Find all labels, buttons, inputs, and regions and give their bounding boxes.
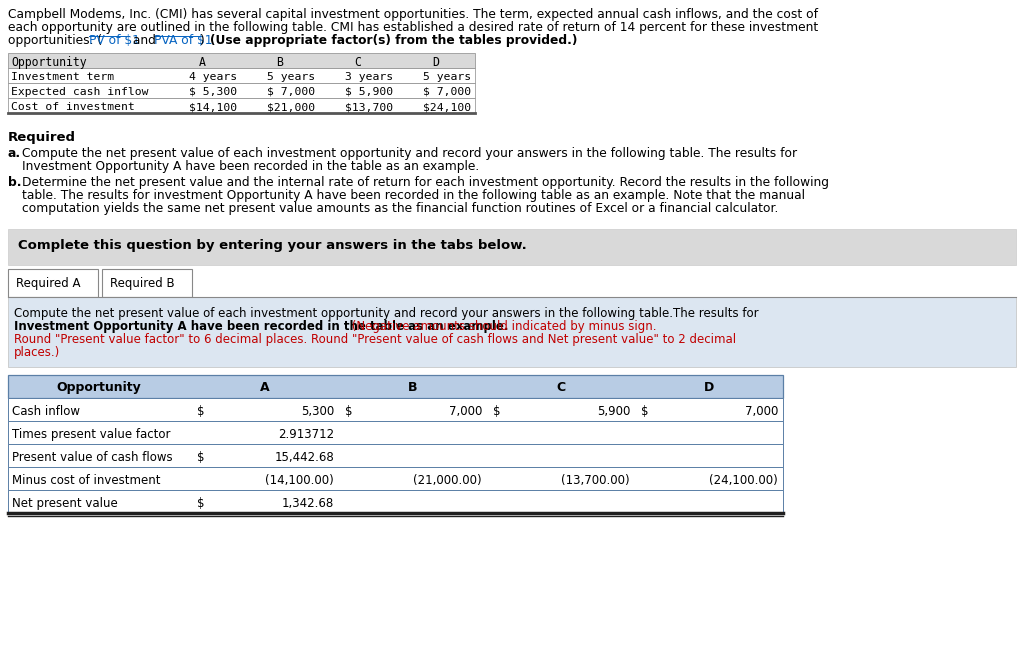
Text: ): ) — [200, 34, 209, 47]
Text: (Use appropriate factor(s) from the tables provided.): (Use appropriate factor(s) from the tabl… — [210, 34, 578, 47]
Text: Round "Present value factor" to 6 decimal places. Round "Present value of cash f: Round "Present value factor" to 6 decima… — [14, 333, 736, 346]
Bar — [102, 269, 193, 297]
Text: b.: b. — [8, 176, 22, 189]
Text: $: $ — [197, 497, 205, 510]
Text: D: D — [703, 381, 714, 394]
Text: (24,100.00): (24,100.00) — [710, 474, 778, 487]
Text: 7,000: 7,000 — [744, 405, 778, 418]
Text: Expected cash inflow: Expected cash inflow — [11, 87, 148, 97]
Text: 2.913712: 2.913712 — [278, 428, 334, 441]
Text: A: A — [199, 56, 206, 69]
Text: Compute the net present value of each investment opportunity and record your ans: Compute the net present value of each in… — [14, 307, 759, 320]
Text: Opportunity: Opportunity — [56, 381, 141, 394]
Text: 7,000: 7,000 — [449, 405, 482, 418]
Text: $: $ — [493, 405, 501, 418]
Text: Required B: Required B — [110, 277, 175, 290]
Bar — [8, 375, 783, 398]
Text: (21,000.00): (21,000.00) — [414, 474, 482, 487]
Text: Present value of cash flows: Present value of cash flows — [12, 451, 173, 464]
Text: Investment term: Investment term — [11, 72, 114, 82]
Text: 5 years: 5 years — [423, 72, 471, 82]
Text: C: C — [354, 56, 361, 69]
Text: Cash inflow: Cash inflow — [12, 405, 80, 418]
Text: (13,700.00): (13,700.00) — [561, 474, 630, 487]
Text: PVA of $1: PVA of $1 — [155, 34, 213, 47]
Text: $: $ — [197, 405, 205, 418]
Text: Complete this question by entering your answers in the tabs below.: Complete this question by entering your … — [18, 239, 526, 252]
Text: PV of $1: PV of $1 — [89, 34, 139, 47]
Text: (14,100.00): (14,100.00) — [265, 474, 334, 487]
Bar — [8, 421, 783, 444]
Bar — [8, 398, 783, 421]
Text: each opportunity are outlined in the following table. CMI has established a desi: each opportunity are outlined in the fol… — [8, 21, 818, 34]
Text: 4 years: 4 years — [188, 72, 237, 82]
Text: $: $ — [641, 405, 648, 418]
Text: Compute the net present value of each investment opportunity and record your ans: Compute the net present value of each in… — [22, 147, 797, 160]
Bar — [8, 83, 475, 98]
Text: computation yields the same net present value amounts as the financial function : computation yields the same net present … — [22, 202, 778, 215]
Text: places.): places.) — [14, 346, 60, 359]
Text: B: B — [276, 56, 284, 69]
Text: (Negative amounts should indicated by minus sign.: (Negative amounts should indicated by mi… — [348, 320, 656, 333]
Text: B: B — [409, 381, 418, 394]
Text: and: and — [129, 34, 160, 47]
Bar — [8, 68, 475, 83]
Text: $ 5,900: $ 5,900 — [345, 87, 393, 97]
Text: $14,100: $14,100 — [188, 102, 237, 112]
Text: $ 5,300: $ 5,300 — [188, 87, 237, 97]
Text: 1,342.68: 1,342.68 — [282, 497, 334, 510]
Text: D: D — [432, 56, 439, 69]
Text: A: A — [260, 381, 269, 394]
Text: Campbell Modems, Inc. (CMI) has several capital investment opportunities. The te: Campbell Modems, Inc. (CMI) has several … — [8, 8, 818, 21]
Text: Net present value: Net present value — [12, 497, 118, 510]
Text: $13,700: $13,700 — [345, 102, 393, 112]
Text: opportunities. (: opportunities. ( — [8, 34, 102, 47]
Bar — [8, 490, 783, 513]
Text: $: $ — [197, 451, 205, 464]
Text: $: $ — [345, 405, 352, 418]
Bar — [8, 229, 1016, 265]
Text: Minus cost of investment: Minus cost of investment — [12, 474, 161, 487]
Bar — [8, 269, 98, 297]
Text: 5,300: 5,300 — [301, 405, 334, 418]
Bar — [8, 53, 475, 68]
Text: table. The results for investment Opportunity A have been recorded in the follow: table. The results for investment Opport… — [22, 189, 805, 202]
Text: Investment Opportunity A have been recorded in the table as an example.: Investment Opportunity A have been recor… — [22, 160, 479, 173]
Text: 5,900: 5,900 — [597, 405, 630, 418]
Text: Times present value factor: Times present value factor — [12, 428, 171, 441]
Text: C: C — [556, 381, 565, 394]
Text: Determine the net present value and the internal rate of return for each investm: Determine the net present value and the … — [22, 176, 829, 189]
Bar — [8, 444, 783, 467]
Text: Opportunity: Opportunity — [11, 56, 87, 69]
Text: $ 7,000: $ 7,000 — [423, 87, 471, 97]
Text: Investment Opportunity A have been recorded in the table as an example.: Investment Opportunity A have been recor… — [14, 320, 509, 333]
Text: Cost of investment: Cost of investment — [11, 102, 135, 112]
Text: a.: a. — [8, 147, 22, 160]
Text: $21,000: $21,000 — [267, 102, 315, 112]
Bar — [8, 467, 783, 490]
Text: Required: Required — [8, 131, 76, 144]
Text: 5 years: 5 years — [267, 72, 315, 82]
Bar — [8, 98, 475, 113]
Text: $ 7,000: $ 7,000 — [267, 87, 315, 97]
Text: Required A: Required A — [16, 277, 81, 290]
Bar — [8, 297, 1016, 367]
Text: 3 years: 3 years — [345, 72, 393, 82]
Text: 15,442.68: 15,442.68 — [274, 451, 334, 464]
Text: $24,100: $24,100 — [423, 102, 471, 112]
